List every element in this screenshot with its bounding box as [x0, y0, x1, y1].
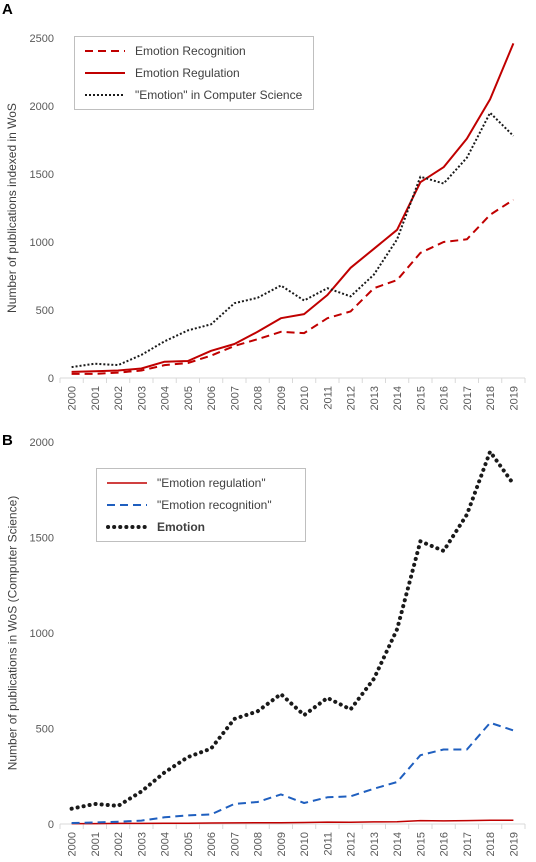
x-tick-label: 2003	[136, 832, 148, 856]
series-line-emotion-recognition	[71, 198, 514, 375]
x-tick-label: 2006	[206, 832, 218, 856]
x-tick-label: 2004	[160, 386, 172, 410]
y-tick-label: 2500	[30, 33, 54, 45]
panel-a-legend: Emotion Recognition Emotion Regulation "…	[74, 36, 314, 110]
x-tick-label: 2009	[276, 832, 288, 856]
x-tick-label: 2011	[322, 832, 334, 856]
x-tick-label: 2018	[485, 386, 497, 410]
x-tick-label: 2005	[183, 832, 195, 856]
x-tick-label: 2008	[253, 832, 265, 856]
legend-swatch-emotion	[106, 525, 149, 529]
x-tick-label: 2008	[253, 386, 265, 410]
x-tick-label: 2018	[485, 832, 497, 856]
x-tick-label: 2002	[113, 386, 125, 410]
x-tick-label: 2000	[67, 832, 79, 856]
x-tick-label: 2005	[183, 386, 195, 410]
y-tick-label: 1500	[30, 533, 54, 545]
y-tick-label: 0	[48, 819, 54, 831]
legend-swatch-emotion-recognition	[85, 50, 125, 52]
legend-item-emotion-recognition: Emotion Recognition	[83, 43, 246, 59]
x-tick-label: 2004	[160, 832, 172, 856]
x-tick-label: 2006	[206, 386, 218, 410]
x-tick-label: 2013	[369, 832, 381, 856]
panel-a: A Number of publications indexed in WoS …	[0, 0, 536, 430]
y-tick-label: 2000	[30, 437, 54, 449]
series-line-emotion-regulation	[71, 819, 514, 825]
legend-label: "Emotion recognition"	[157, 498, 272, 512]
legend-swatch-emotion-regulation	[85, 72, 125, 74]
x-tick-label: 2001	[90, 832, 102, 856]
legend-item-emotion: Emotion	[105, 519, 205, 535]
series-line-emotion-in-computer-science	[71, 111, 515, 369]
legend-label: "Emotion regulation"	[157, 476, 266, 490]
x-tick-label: 2010	[299, 386, 311, 410]
x-tick-label: 2012	[346, 386, 358, 410]
x-tick-label: 2016	[439, 386, 451, 410]
legend-item-emotion-regulation: Emotion Regulation	[83, 65, 240, 81]
x-tick-label: 2013	[369, 386, 381, 410]
y-tick-label: 1000	[30, 628, 54, 640]
legend-swatch-emotion-recognition-cs	[107, 504, 147, 506]
x-tick-label: 2014	[392, 832, 404, 856]
legend-item-emotion-regulation-cs: "Emotion regulation"	[105, 475, 266, 491]
panel-a-letter: A	[2, 1, 13, 18]
x-tick-label: 2001	[90, 386, 102, 410]
series-line-emotion-recognition	[71, 721, 514, 824]
legend-label: "Emotion" in Computer Science	[135, 88, 303, 102]
x-tick-label: 2016	[439, 832, 451, 856]
x-tick-label: 2007	[229, 386, 241, 410]
legend-item-emotion-cs: "Emotion" in Computer Science	[83, 87, 302, 103]
x-tick-label: 2017	[462, 832, 474, 856]
x-tick-label: 2002	[113, 832, 125, 856]
x-tick-label: 2015	[415, 386, 427, 410]
panel-b: B Number of publications in WoS (Compute…	[0, 432, 536, 862]
legend-label: Emotion Recognition	[135, 44, 246, 58]
x-tick-label: 2014	[392, 386, 404, 410]
y-tick-label: 1000	[30, 237, 54, 249]
panel-a-chart: 0 500 1000 1500 2000 2500 2000 2001 2002 2003 2004…	[30, 33, 526, 410]
panel-b-legend: "Emotion regulation" "Emotion recognitio…	[96, 468, 306, 542]
x-tick-label: 2009	[276, 386, 288, 410]
panel-b-chart: 0 500 1000 1500 2000 2000 2001 2002 2003 2004 2005…	[30, 437, 526, 856]
y-tick-label: 500	[36, 305, 54, 317]
x-tick-label: 2010	[299, 832, 311, 856]
panel-b-letter: B	[2, 432, 13, 449]
x-tick-label: 2012	[346, 832, 358, 856]
legend-label: Emotion	[157, 520, 205, 534]
series-line-emotion	[69, 449, 516, 811]
y-tick-label: 0	[48, 373, 54, 385]
y-tick-label: 500	[36, 724, 54, 736]
y-tick-label: 1500	[30, 169, 54, 181]
x-tick-label: 2019	[508, 832, 520, 856]
y-tick-label: 2000	[30, 101, 54, 113]
x-tick-label: 2017	[462, 386, 474, 410]
x-tick-label: 2000	[67, 386, 79, 410]
x-tick-label: 2019	[508, 386, 520, 410]
legend-swatch-emotion-regulation-cs	[107, 482, 147, 484]
series-line-emotion-regulation	[71, 43, 515, 373]
x-tick-label: 2007	[229, 832, 241, 856]
legend-swatch-emotion-cs	[85, 94, 125, 96]
legend-label: Emotion Regulation	[135, 66, 240, 80]
x-tick-label: 2015	[415, 832, 427, 856]
x-tick-label: 2003	[136, 386, 148, 410]
x-tick-label: 2011	[322, 386, 334, 410]
legend-item-emotion-recognition-cs: "Emotion recognition"	[105, 497, 272, 513]
